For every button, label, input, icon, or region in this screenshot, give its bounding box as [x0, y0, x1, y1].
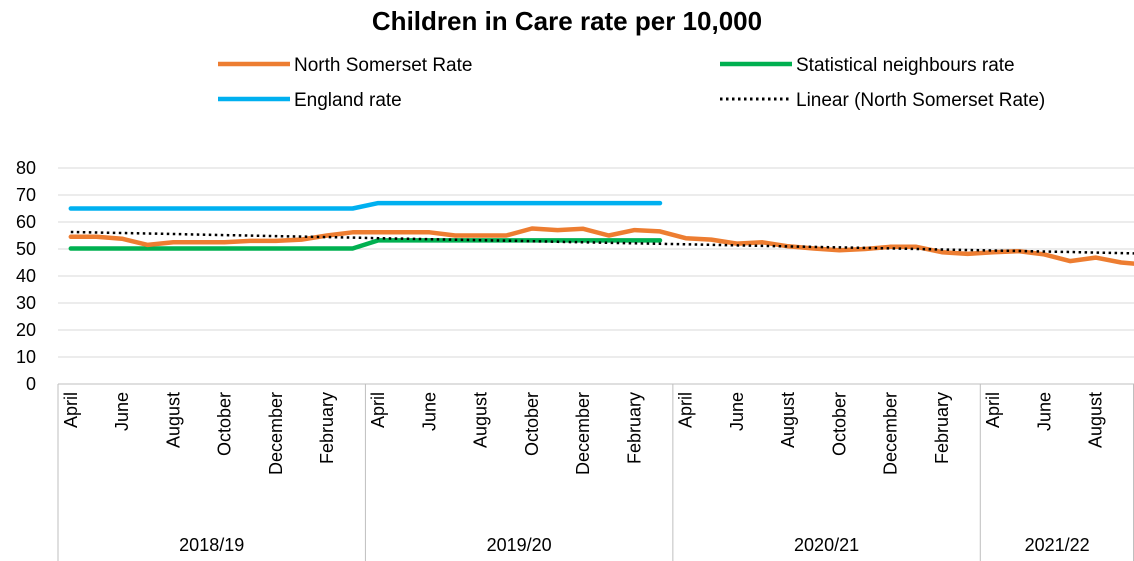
- x-tick-label-october: October: [215, 392, 235, 456]
- group-label-2019-20: 2019/20: [487, 535, 552, 555]
- x-tick-label-april: April: [676, 392, 696, 428]
- x-tick-label-february: February: [932, 392, 952, 464]
- group-label-2021-22: 2021/22: [1025, 535, 1090, 555]
- x-tick-label-february: February: [317, 392, 337, 464]
- y-tick-label: 10: [16, 347, 36, 367]
- x-tick-label-october: October: [522, 392, 542, 456]
- legend-label: England rate: [294, 90, 402, 111]
- legend-item-north-somerset-rate: North Somerset Rate: [218, 55, 472, 76]
- x-tick-label-june: June: [1034, 392, 1054, 431]
- x-tick-label-june: June: [419, 392, 439, 431]
- x-tick-label-august: August: [1086, 392, 1106, 448]
- series-line-statistical-neighbours-rate: [68, 238, 663, 251]
- series-line-england-rate: [68, 200, 663, 211]
- x-tick-label-june: June: [112, 392, 132, 431]
- series-line-north-somerset-rate: [68, 226, 1134, 266]
- x-tick-label-december: December: [881, 392, 901, 475]
- x-tick-label-august: August: [163, 392, 183, 448]
- y-tick-label: 20: [16, 320, 36, 340]
- y-tick-label: 60: [16, 212, 36, 232]
- x-tick-label-june: June: [727, 392, 747, 431]
- x-tick-label-april: April: [368, 392, 388, 428]
- x-tick-label-february: February: [624, 392, 644, 464]
- y-tick-label: 0: [26, 374, 36, 394]
- legend-label: Linear (North Somerset Rate): [796, 90, 1045, 111]
- y-tick-label: 30: [16, 293, 36, 313]
- x-tick-label-december: December: [266, 392, 286, 475]
- y-tick-label: 50: [16, 239, 36, 259]
- x-tick-label-december: December: [573, 392, 593, 475]
- legend-label: Statistical neighbours rate: [796, 55, 1015, 76]
- x-tick-label-april: April: [61, 392, 81, 428]
- gridlines: [58, 167, 1134, 358]
- chart-title: Children in Care rate per 10,000: [372, 6, 762, 36]
- plot-area: [68, 200, 1134, 266]
- x-axis: April June August October December February 20…: [57, 383, 1134, 561]
- legend-item-statistical-neighbours-rate: Statistical neighbours rate: [720, 55, 1015, 76]
- legend-label: North Somerset Rate: [294, 55, 472, 76]
- legend: North Somerset Rate Statistical neighbour…: [218, 55, 1045, 111]
- y-tick-label: 40: [16, 266, 36, 286]
- legend-item-england-rate: England rate: [218, 90, 402, 111]
- group-label-2020-21: 2020/21: [794, 535, 859, 555]
- y-axis: 0 10 20 30 40 50 60 70 80: [16, 158, 36, 394]
- x-tick-label-april: April: [983, 392, 1003, 428]
- y-tick-label: 70: [16, 185, 36, 205]
- y-tick-label: 80: [16, 158, 36, 178]
- legend-item-linear-north-somerset-rate: Linear (North Somerset Rate): [720, 90, 1045, 111]
- x-tick-label-august: August: [471, 392, 491, 448]
- x-tick-label-august: August: [778, 392, 798, 448]
- x-tick-label-october: October: [829, 392, 849, 456]
- group-label-2018-19: 2018/19: [179, 535, 244, 555]
